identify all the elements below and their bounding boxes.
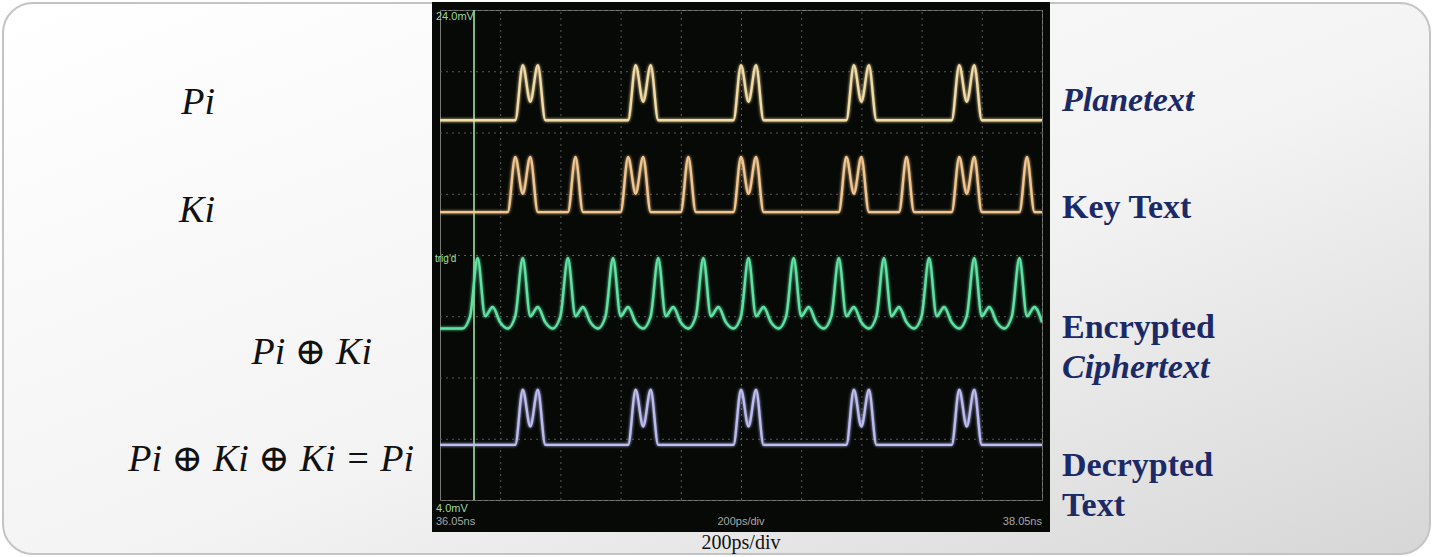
y-tick: [440, 439, 1042, 440]
scope-screen: [432, 2, 1050, 532]
trace-line: [440, 157, 1042, 212]
series-name: Key Text: [1062, 188, 1192, 225]
y-tick: [440, 71, 1042, 72]
series-name: DecryptedText: [1062, 446, 1213, 523]
y-grid-line: [440, 194, 1042, 195]
y-tick: [440, 500, 1042, 501]
x-tick: [1042, 10, 1043, 500]
screen-label: 38.05ns: [1003, 515, 1043, 527]
background-panel: [3, 3, 1430, 554]
screen-label: trig'd: [435, 253, 456, 264]
series-name-line: Encrypted: [1062, 308, 1215, 345]
y-tick: [440, 133, 1042, 134]
x-grid-line: [1042, 10, 1043, 500]
x-axis: [441, 10, 1043, 501]
y-grid-line: [440, 10, 1042, 11]
chart-svg: 24.0mV 4.0mV36.05ns 200ps/div 38.05ns trig'd…: [0, 0, 1433, 557]
caption: 200ps/div: [702, 531, 781, 554]
y-grid-line: [440, 378, 1042, 379]
trace-line: [440, 390, 1042, 445]
trace-line: [440, 258, 1042, 328]
y-grid-line: [440, 439, 1042, 440]
y-axis: [440, 11, 1042, 501]
y-grid-line: [440, 255, 1042, 256]
series-name-line: Text: [1062, 486, 1126, 523]
formula-label: Pi ⊕ Ki: [250, 330, 372, 372]
formula-label: Pi ⊕ Ki ⊕ Ki = Pi: [127, 437, 414, 479]
x-axis-line: [441, 10, 1043, 501]
chart-container: 24.0mV 4.0mV36.05ns 200ps/div 38.05ns trig'd…: [0, 0, 1433, 557]
screen-label: 24.0mV: [436, 10, 475, 22]
series-name-line: Decrypted: [1062, 446, 1213, 483]
traces: [440, 65, 1042, 445]
y-tick: [440, 255, 1042, 256]
series-name-line: Planetext: [1061, 81, 1196, 118]
series-name-line: Ciphertext: [1062, 348, 1211, 385]
screen-label: 36.05ns: [436, 515, 476, 527]
screen-label: 200ps/div: [717, 515, 765, 527]
y-axis-line: [441, 11, 1043, 501]
y-tick: [440, 194, 1042, 195]
y-tick: [440, 10, 1042, 11]
y-tick: [440, 378, 1042, 379]
series-name-line: Key Text: [1062, 188, 1192, 225]
y-grid-line: [440, 500, 1042, 501]
screen-label: 4.0mV: [436, 502, 468, 514]
series-name: Planetext: [1061, 81, 1196, 118]
trace-line: [440, 65, 1042, 120]
y-grid-line: [440, 133, 1042, 134]
formula-label: Pi: [180, 80, 215, 122]
formula-label: Ki: [178, 188, 215, 230]
series-name: EncryptedCiphertext: [1062, 308, 1215, 385]
y-grid-line: [440, 71, 1042, 72]
scope-cursor: [473, 10, 475, 500]
